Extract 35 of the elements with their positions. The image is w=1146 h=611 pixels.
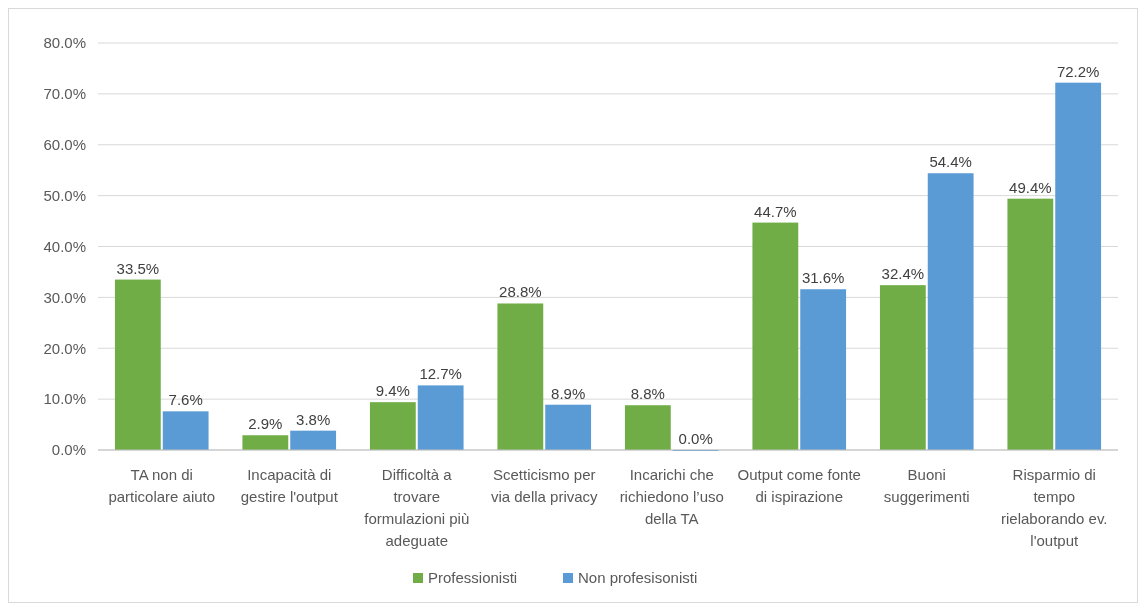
y-tick-label: 10.0%	[43, 390, 86, 408]
x-tick-label: Buoni suggerimenti	[883, 466, 970, 505]
y-tick-label: 30.0%	[43, 288, 86, 306]
data-label: 31.6%	[801, 269, 845, 287]
y-tick-label: 50.0%	[43, 186, 86, 204]
data-label: 9.4%	[375, 382, 410, 400]
data-label: 2.9%	[248, 415, 283, 433]
data-label: 32.4%	[881, 265, 925, 283]
legend-label: Professionisti	[428, 569, 518, 586]
x-tick-label: Difficoltà a trovare formulazioni più adeguate	[364, 466, 470, 549]
data-label: 3.8%	[296, 410, 331, 428]
x-tick-label: TA non di particolare aiuto	[108, 466, 216, 505]
data-label: 8.8%	[630, 385, 665, 403]
y-tick-label: 0.0%	[51, 441, 86, 459]
data-label: 44.7%	[754, 202, 797, 220]
x-tick-label: Incarichi che richiedono l’uso della TA	[619, 466, 724, 527]
data-label: 0.0%	[678, 430, 713, 447]
y-tick-label: 60.0%	[43, 136, 86, 153]
data-label: 72.2%	[1056, 62, 1100, 80]
y-tick-label: 70.0%	[43, 85, 86, 103]
data-label: 7.6%	[168, 391, 203, 409]
y-tick-label: 20.0%	[43, 339, 86, 357]
x-tick-label: Scetticismo per via della privacy	[490, 466, 599, 505]
x-tick-label: Risparmio di tempo rielaborando ev. l'output	[1001, 466, 1108, 549]
legend-label: Non profesisonisti	[578, 569, 698, 586]
x-tick-label: Incapacità di gestire l'output	[240, 466, 339, 505]
x-tick-label: Output come fonte di ispirazione	[737, 466, 861, 505]
data-label: 54.4%	[929, 153, 972, 171]
y-tick-label: 40.0%	[43, 237, 86, 255]
data-label: 12.7%	[419, 365, 462, 383]
y-tick-label: 80.0%	[43, 34, 86, 52]
data-label: 49.4%	[1009, 178, 1052, 196]
data-label: 33.5%	[116, 259, 160, 277]
data-label: 28.8%	[499, 283, 542, 301]
data-label: 8.9%	[551, 384, 586, 402]
